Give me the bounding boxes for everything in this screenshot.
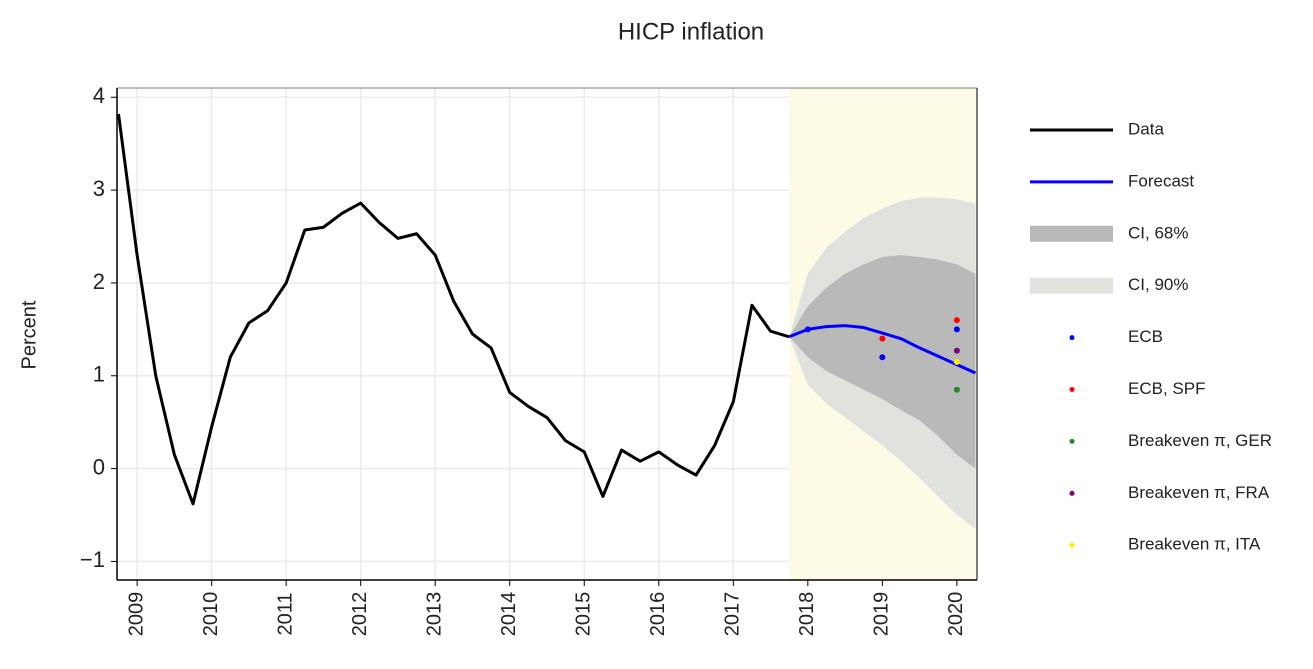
legend-swatch [1069,335,1075,341]
y-tick-label: 4 [93,83,105,108]
legend-label: Breakeven π, GER [1128,431,1272,450]
y-tick-label: 3 [93,176,105,201]
point [879,335,886,342]
legend-label: Breakeven π, FRA [1128,483,1270,502]
line [117,113,790,506]
point [879,354,886,361]
x-tick-label: 2011 [274,592,296,635]
point [953,386,960,393]
legend-label: Forecast [1128,171,1194,190]
plot-area: −1 0 1 2 3 4 2009 2010 2011 2012 2013 2014 2015 2016 2… [80,83,978,637]
legend-label: Data [1128,119,1164,138]
legend-swatch [1069,542,1075,548]
y-tick-label: 2 [93,269,105,294]
legend-swatch [1069,438,1075,444]
x-tick-label: 2015 [573,592,595,637]
x-tick-label: 2017 [722,592,744,637]
x-tick-label: 2012 [349,592,371,637]
legend-swatch [1069,387,1075,392]
chart-title: HICP inflation [618,18,764,45]
x-tick-label: 2016 [647,592,669,637]
y-tick-label: 0 [93,454,105,479]
legend-label: CI, 90% [1128,275,1188,294]
x-tick-label: 2010 [200,592,222,637]
x-tick-label: 2018 [796,592,818,637]
point [953,347,960,354]
x-tick-label: 2009 [125,592,147,637]
point [804,326,811,333]
x-tick-label: 2013 [423,592,445,637]
legend-label: CI, 68% [1128,223,1188,242]
y-axis-label: Percent [18,300,40,369]
x-tick-label: 2014 [498,592,520,637]
x-tick-label: 2020 [945,592,967,637]
legend-swatch [1030,277,1113,294]
point [953,326,960,333]
legend-label: ECB, SPF [1128,379,1205,398]
x-tick-label: 2019 [871,592,893,637]
point [953,358,960,365]
legend-label: Breakeven π, ITA [1128,535,1261,554]
ci-band [789,255,976,469]
legend-label: ECB [1128,327,1163,346]
y-tick-label: 1 [93,362,105,387]
y-tick-label: −1 [80,547,105,572]
point [953,317,960,324]
legend-swatch [1069,490,1075,496]
line [788,324,977,375]
legend-swatch [1030,225,1113,242]
legend: Data Forecast CI, 68% CI, 90% ECB ECB, SPF Bre… [1030,119,1272,554]
